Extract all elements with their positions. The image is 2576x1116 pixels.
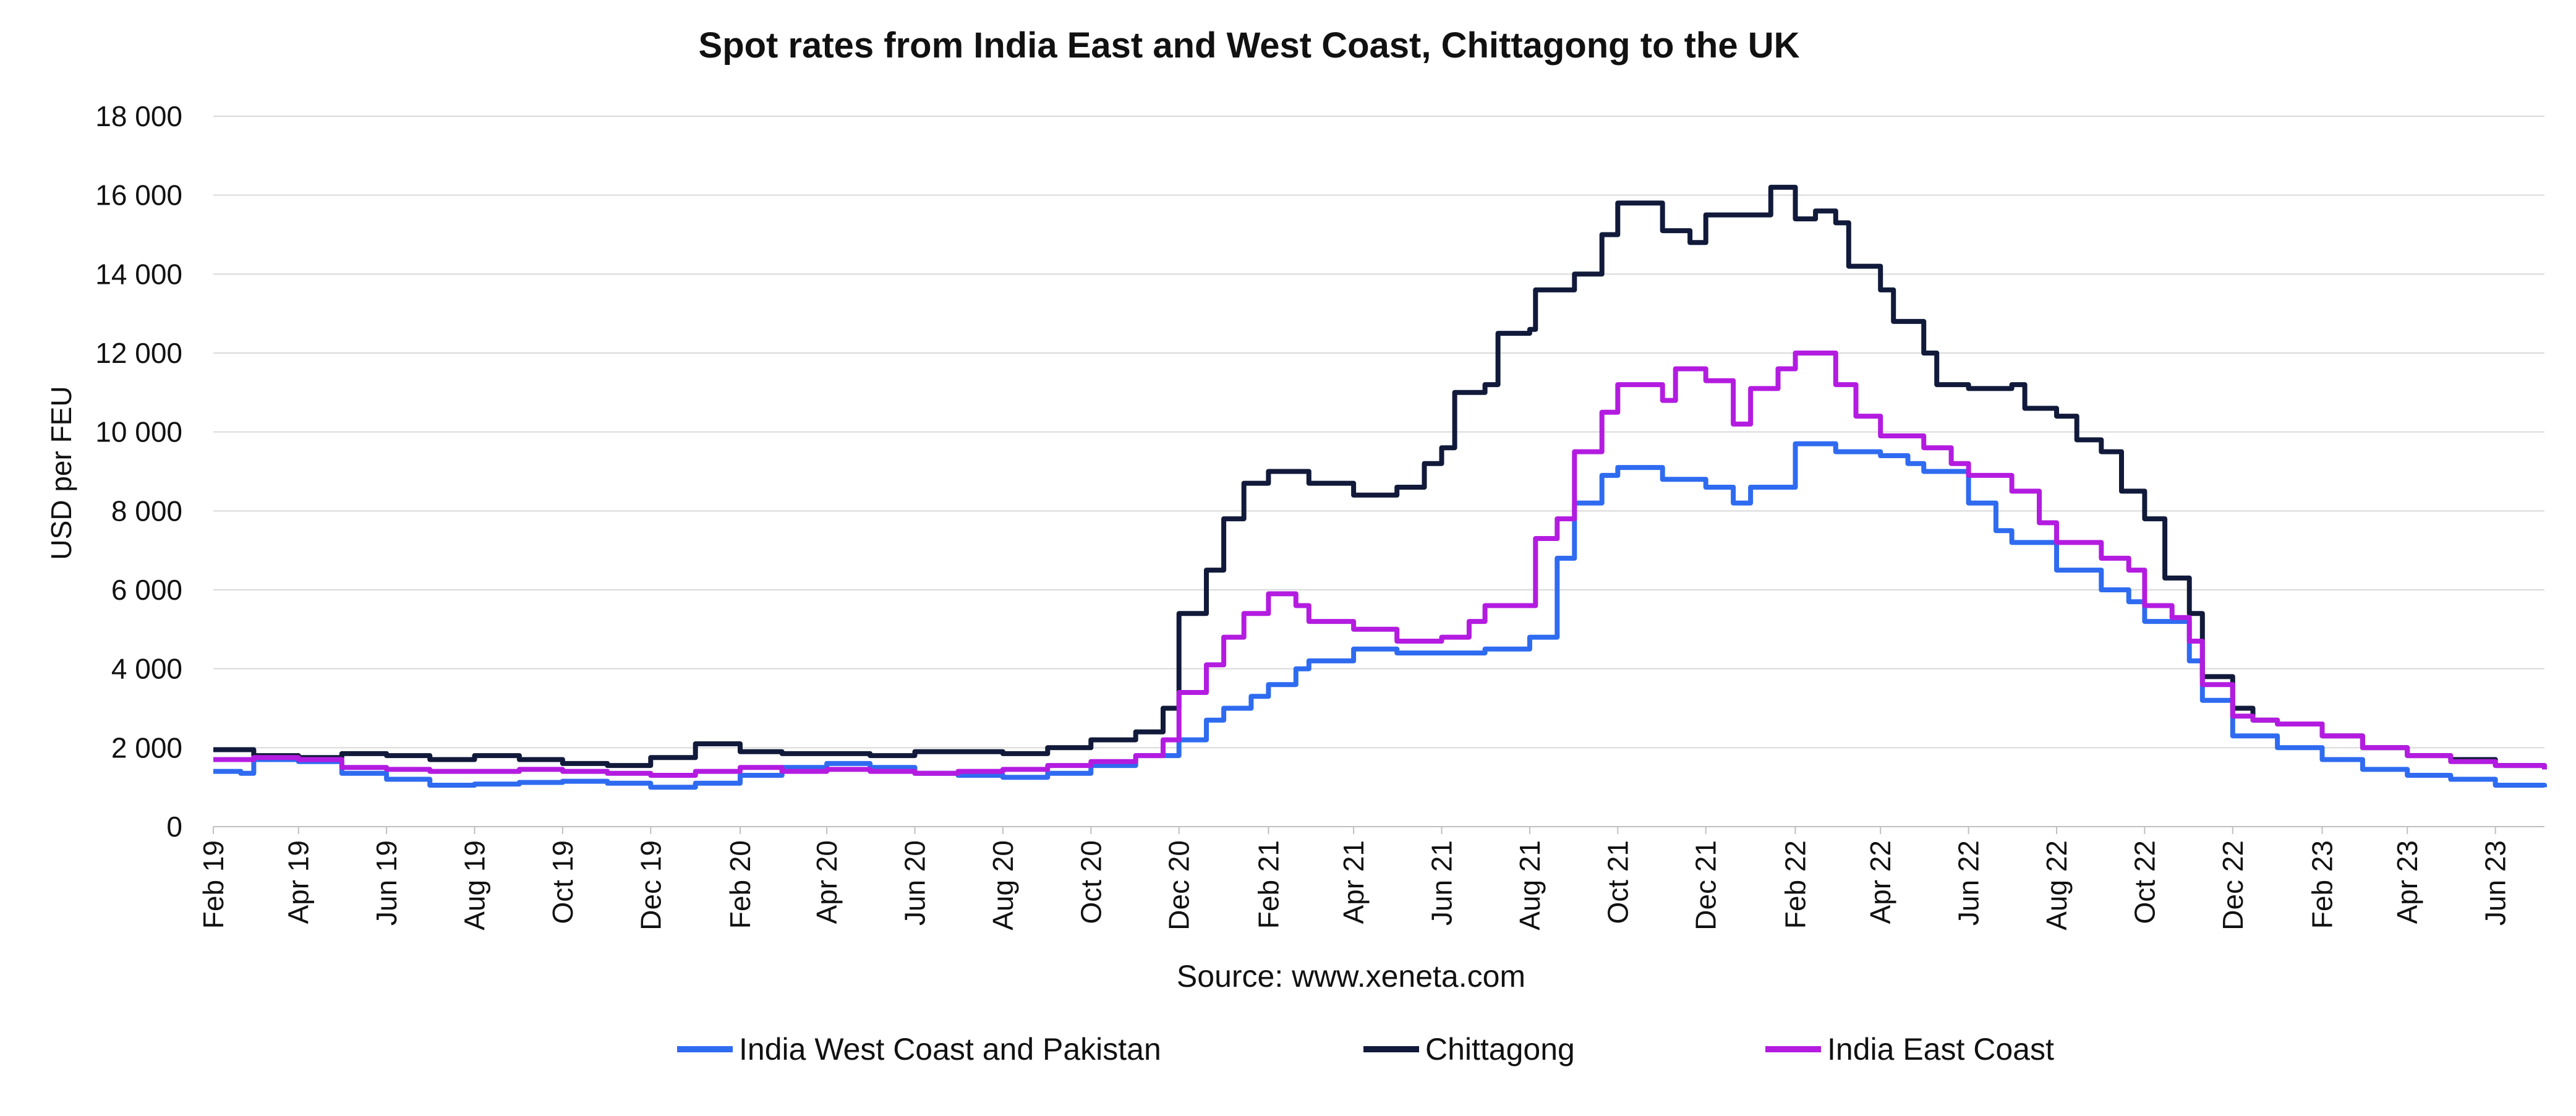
x-tick-label: Aug 21 [1514,840,1546,931]
x-tick-label: Aug 22 [2041,840,2073,931]
x-tick-label: Dec 20 [1163,840,1195,931]
x-tick-label: Dec 19 [634,840,667,931]
x-tick-label: Dec 22 [2217,840,2249,931]
x-tick-label: Aug 20 [987,840,1019,931]
series-line-chittagong [213,184,2547,770]
x-tick-label: Dec 21 [1690,840,1722,931]
x-tick-label: Feb 20 [724,840,756,929]
x-tick-label: Oct 22 [2128,840,2160,924]
y-tick-label: 0 [166,811,182,843]
y-tick-label: 8 000 [111,495,182,527]
y-tick-label: 10 000 [95,416,182,448]
x-tick-label: Apr 19 [283,840,315,924]
x-tick-label: Feb 22 [1779,840,1811,929]
x-tick-label: Apr 20 [811,840,843,924]
y-tick-label: 12 000 [95,337,182,369]
chart-title: Spot rates from India East and West Coas… [698,25,1800,66]
x-tick-label: Jun 19 [370,840,403,926]
x-tick-label: Aug 19 [459,840,491,931]
x-tick-label: Apr 21 [1337,840,1370,924]
legend-label-chittagong: Chittagong [1425,1032,1575,1067]
gridlines [213,116,2544,827]
legend-label-india-east-coast: India East Coast [1827,1032,2054,1067]
x-tick-label: Jun 20 [899,840,931,926]
x-tick-label: Oct 20 [1075,840,1107,924]
y-tick-label: 2 000 [111,731,182,764]
series-line-india-east-coast [213,351,2547,778]
source-note: Source: www.xeneta.com [1176,959,1526,994]
x-tick-label: Jun 21 [1426,840,1458,926]
x-axis-ticks: Feb 19 Apr 19 Jun 19 Aug 19 Oct 19 Dec 19 Feb … [197,827,2512,931]
legend-label-india-west-coast-and-pakistan: India West Coast and Pakistan [739,1032,1161,1067]
series-lines [213,184,2547,790]
y-tick-label: 16 000 [95,179,182,211]
x-tick-label: Oct 19 [547,840,579,924]
y-tick-label: 6 000 [111,574,182,606]
x-tick-label: Apr 23 [2391,840,2423,924]
y-axis-ticks: 0 2 000 4 000 6 000 8 000 10 000 12 000 14 000 1… [95,100,182,843]
series-line-india-west-coast-and-pakistan [213,441,2547,790]
y-axis-title: USD per FEU [45,386,77,560]
x-tick-label: Feb 19 [197,840,229,929]
x-tick-label: Feb 21 [1252,840,1284,929]
legend: India West Coast and Pakistan Chittagong I… [677,1032,2054,1067]
y-tick-label: 4 000 [111,653,182,685]
x-tick-label: Jun 23 [2480,840,2512,926]
x-tick-label: Jun 22 [1953,840,1985,926]
y-tick-label: 14 000 [95,258,182,290]
x-tick-label: Apr 22 [1864,840,1896,924]
x-tick-label: Oct 21 [1601,840,1634,924]
x-tick-label: Feb 23 [2306,840,2339,929]
y-tick-label: 18 000 [95,100,182,132]
